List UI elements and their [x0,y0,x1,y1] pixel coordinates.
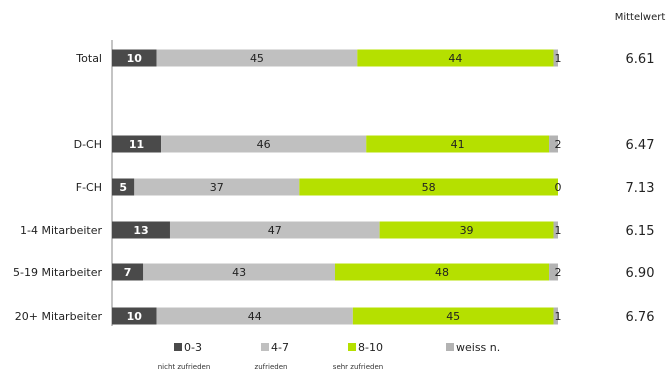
legend-sublabel: zufrieden [255,363,288,371]
bar-segment-8-10 [335,263,550,281]
mean-value: 6.61 [626,52,655,67]
data-label-0-3: 11 [129,138,144,151]
data-label-8-10: 48 [435,266,449,279]
mean-value: 6.15 [626,224,655,239]
bar-row-d-ch: D-CH 11 46 41 2 6.47 [74,135,655,153]
data-label-weiss-n: 2 [555,266,562,279]
legend-swatch [446,343,454,351]
mean-column-header: Mittelwert [615,12,666,23]
category-label: 5-19 Mitarbeiter [13,266,102,279]
data-label-8-10: 44 [448,52,462,65]
bar-rows: Total 10 45 44 1 6.61D-CH 11 46 41 2 6.47F-CH 5 37 58… [13,49,655,325]
data-label-0-3: 7 [124,266,132,279]
legend-swatch [261,343,269,351]
data-label-8-10: 39 [460,224,474,237]
data-label-weiss-n: 0 [555,181,562,194]
legend-item-0-3: 0-3 nicht zufrieden [158,341,211,371]
legend-label: 8-10 [358,341,383,354]
bar-segment-4-7 [143,263,335,281]
bar-segment-8-10 [357,49,554,67]
legend-sublabel: nicht zufrieden [158,363,211,371]
legend-label: 0-3 [184,341,202,354]
mean-value: 6.90 [626,266,655,281]
data-label-0-3: 10 [127,52,143,65]
bar-row-20-mitarbeiter: 20+ Mitarbeiter 10 44 45 1 6.76 [15,307,655,325]
bar-segment-weiss-n [553,221,558,239]
bar-segment-weiss-n [553,49,558,67]
data-label-0-3: 5 [119,181,127,194]
bar-row-1-4-mitarbeiter: 1-4 Mitarbeiter 13 47 39 1 6.15 [20,221,655,239]
legend: 0-3 nicht zufrieden 4-7 zufrieden 8-10 sehr z… [158,341,501,371]
bar-segment-8-10 [352,307,554,325]
bar-segment-0-3 [112,135,162,153]
legend-item-8-10: 8-10 sehr zufrieden [333,341,383,371]
data-label-weiss-n: 1 [555,52,562,65]
bar-segment-8-10 [379,221,554,239]
legend-sublabel: sehr zufrieden [333,363,383,371]
bar-segment-weiss-n [553,307,558,325]
bar-segment-0-3 [112,49,157,67]
bar-segment-4-7 [169,221,380,239]
bar-row-total: Total 10 45 44 1 6.61 [75,49,655,67]
category-label: 1-4 Mitarbeiter [20,224,102,237]
data-label-8-10: 41 [451,138,465,151]
mean-value: 7.13 [626,181,655,196]
bar-row-f-ch: F-CH 5 37 58 0 7.13 [76,178,655,196]
bar-row-5-19-mitarbeiter: 5-19 Mitarbeiter 7 43 48 2 6.90 [13,263,655,281]
legend-item-4-7: 4-7 zufrieden [255,341,289,371]
bar-segment-0-3 [112,263,144,281]
bar-segment-0-3 [112,178,135,196]
category-label: F-CH [76,181,102,194]
legend-swatch [174,343,182,351]
bar-segment-0-3 [112,307,157,325]
data-label-8-10: 58 [422,181,436,194]
data-label-0-3: 10 [127,310,143,323]
data-label-4-7: 44 [248,310,262,323]
legend-label: 4-7 [271,341,289,354]
data-label-weiss-n: 1 [555,310,562,323]
bar-segment-8-10 [366,135,550,153]
data-label-8-10: 45 [446,310,460,323]
bar-segment-0-3 [112,221,170,239]
data-label-weiss-n: 2 [555,138,562,151]
data-label-0-3: 13 [133,224,148,237]
bar-segment-weiss-n [549,135,558,153]
bar-segment-weiss-n [549,263,558,281]
bar-segment-4-7 [156,307,353,325]
data-label-4-7: 43 [232,266,246,279]
data-label-4-7: 37 [210,181,224,194]
bar-segment-4-7 [161,135,367,153]
category-label: Total [75,52,102,65]
mean-value: 6.47 [626,138,655,153]
legend-item-weiss-n: weiss n. [446,341,500,354]
bar-segment-8-10 [299,178,558,196]
data-label-4-7: 45 [250,52,264,65]
category-label: 20+ Mitarbeiter [15,310,103,323]
data-label-weiss-n: 1 [555,224,562,237]
data-label-4-7: 47 [268,224,282,237]
bar-segment-4-7 [134,178,300,196]
data-label-4-7: 46 [257,138,271,151]
legend-label: weiss n. [456,341,500,354]
bar-segment-4-7 [156,49,358,67]
mean-value: 6.76 [626,310,655,325]
legend-swatch [348,343,356,351]
category-label: D-CH [74,138,102,151]
